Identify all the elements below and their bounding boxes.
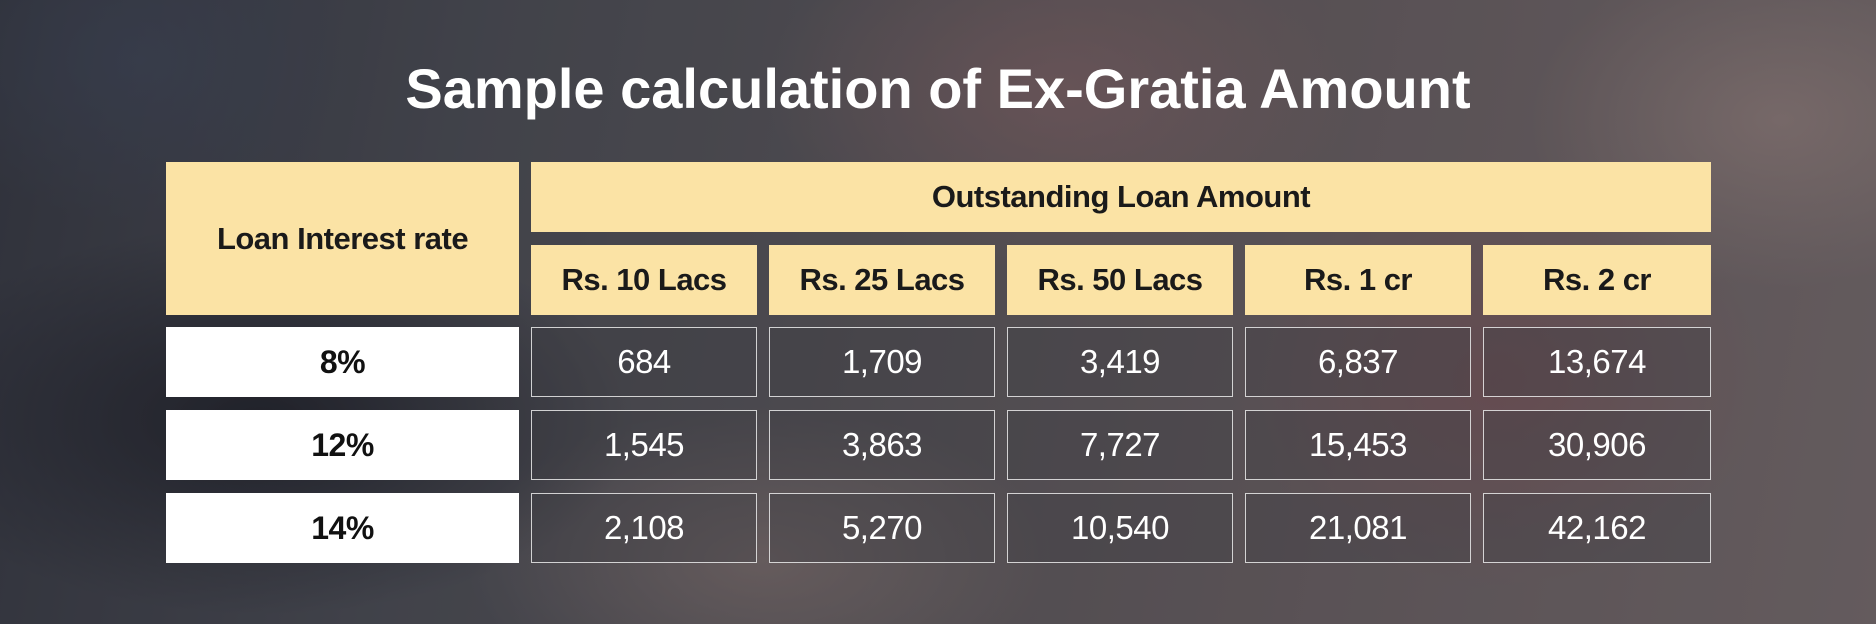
value-cell: 1,709 [769,327,995,397]
value-cell: 30,906 [1483,410,1711,480]
value-cell: 2,108 [531,493,757,563]
value-cell: 5,270 [769,493,995,563]
rate-cell: 12% [166,410,519,480]
rate-cell: 14% [166,493,519,563]
column-header: Rs. 1 cr [1245,245,1471,315]
value-cell: 3,863 [769,410,995,480]
rate-cell: 8% [166,327,519,397]
group-header-outstanding-loan-amount: Outstanding Loan Amount [531,162,1711,232]
column-header: Rs. 50 Lacs [1007,245,1233,315]
value-cell: 1,545 [531,410,757,480]
row-header-loan-interest-rate: Loan Interest rate [166,162,519,315]
value-cell: 3,419 [1007,327,1233,397]
value-cell: 42,162 [1483,493,1711,563]
value-cell: 21,081 [1245,493,1471,563]
column-header: Rs. 10 Lacs [531,245,757,315]
value-cell: 15,453 [1245,410,1471,480]
column-header: Rs. 25 Lacs [769,245,995,315]
column-header: Rs. 2 cr [1483,245,1711,315]
value-cell: 13,674 [1483,327,1711,397]
page-title: Sample calculation of Ex-Gratia Amount [405,57,1471,120]
value-cell: 6,837 [1245,327,1471,397]
value-cell: 684 [531,327,757,397]
value-cell: 7,727 [1007,410,1233,480]
value-cell: 10,540 [1007,493,1233,563]
